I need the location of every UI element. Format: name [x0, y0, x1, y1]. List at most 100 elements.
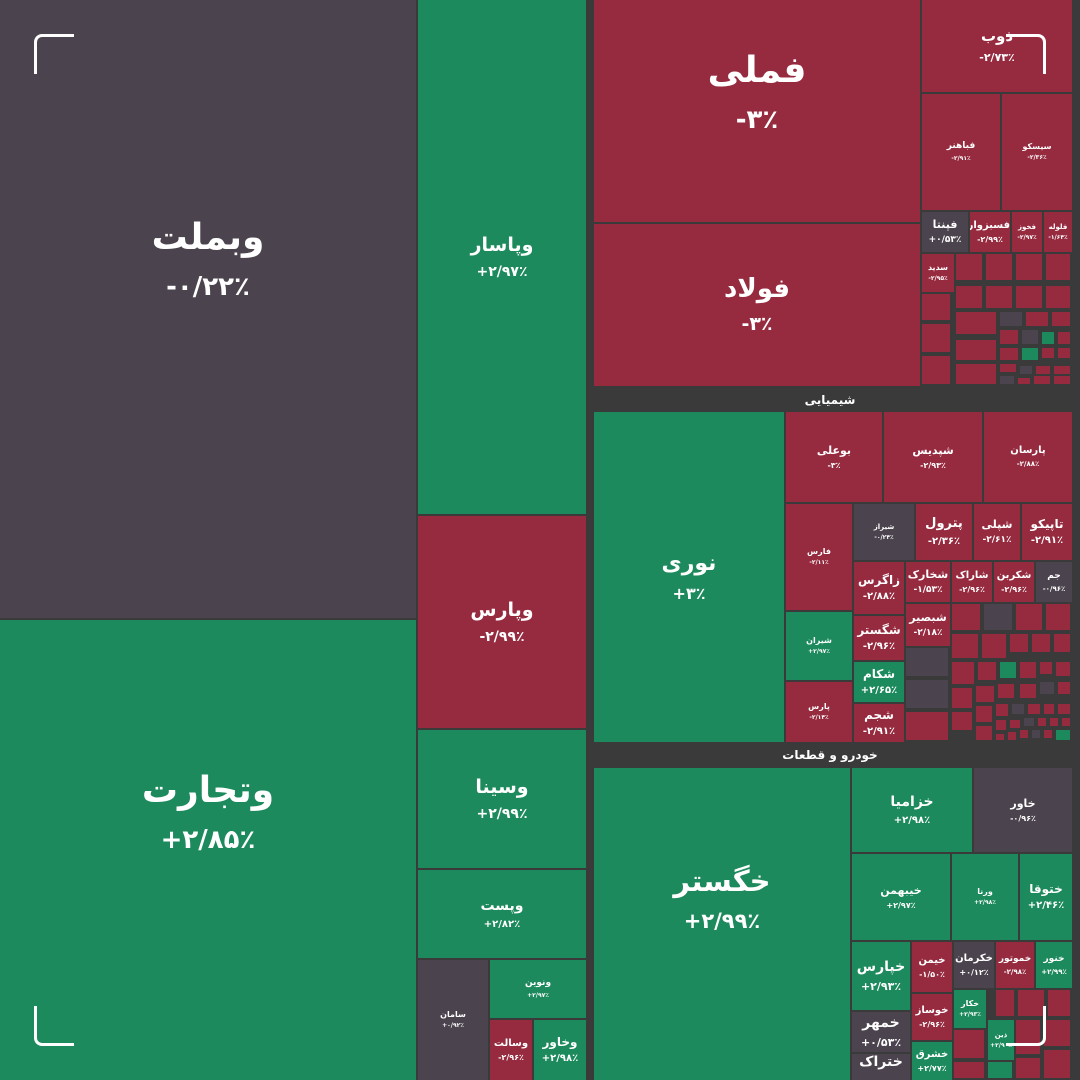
- treemap-tile-khekar[interactable]: خکار +۲/۹۳٪: [954, 990, 986, 1028]
- filler-tile: [1046, 286, 1070, 308]
- filler-tile: [986, 286, 1012, 308]
- treemap-tile-jam[interactable]: جم -۰/۹۶٪: [1036, 562, 1072, 602]
- treemap-tile-vrana[interactable]: ورنا +۲/۹۸٪: [952, 854, 1018, 940]
- treemap-tile-vbmellat[interactable]: وبملت -۰/۲۲٪: [0, 0, 416, 618]
- tile-symbol: خکرمان: [955, 953, 993, 964]
- treemap-tile-shejam[interactable]: شجم -۲/۹۱٪: [854, 704, 904, 742]
- filler-tile: [996, 734, 1004, 740]
- filler-tile: [1016, 1020, 1040, 1054]
- tile-symbol: خزامیا: [890, 794, 934, 810]
- treemap-tile-buali[interactable]: بوعلی -۳٪: [786, 412, 882, 502]
- tile-change: +۲/۹۸٪: [893, 815, 931, 826]
- treemap-tile-fameli[interactable]: فملی -۳٪: [594, 0, 920, 222]
- treemap-tile-khesharq[interactable]: خشرق +۲/۷۷٪: [912, 1042, 952, 1080]
- filler-tile: [922, 324, 950, 352]
- treemap-tile-khetrak[interactable]: ختراک: [852, 1054, 910, 1080]
- tile-symbol: خگستر: [673, 864, 771, 898]
- treemap-tile-petrol[interactable]: پترول -۲/۳۶٪: [916, 504, 972, 560]
- treemap-tile-khenor[interactable]: خنور +۲/۹۹٪: [1036, 942, 1072, 988]
- tile-symbol: خیبهمن: [880, 884, 922, 897]
- treemap-tile-vnovin[interactable]: ونوین +۲/۹۷٪: [490, 960, 586, 1018]
- treemap-tile-shekarbon[interactable]: شکربن -۲/۹۶٪: [994, 562, 1034, 602]
- tile-change: -۲/۹۶٪: [862, 641, 896, 652]
- tile-change: -۲/۶۱٪: [982, 535, 1012, 545]
- treemap-tile-shiran[interactable]: شیران +۲/۹۷٪: [786, 612, 852, 680]
- treemap-tile-vtejarat[interactable]: وتجارت +۲/۸۵٪: [0, 620, 416, 1080]
- filler-tile: [986, 254, 1012, 280]
- treemap-tile-fars[interactable]: فارس -۲/۱۱٪: [786, 504, 852, 610]
- treemap-tile-shepdis[interactable]: شپدیس -۲/۹۳٪: [884, 412, 982, 502]
- treemap-tile-parsan[interactable]: پارسان -۲/۸۸٪: [984, 412, 1072, 502]
- treemap-tile-fekhooz[interactable]: فخوز -۲/۹۷٪: [1012, 212, 1042, 252]
- tile-change: -۲/۹۶٪: [919, 1020, 945, 1029]
- treemap-tile-shekam[interactable]: شکام +۲/۶۵٪: [854, 662, 904, 702]
- tile-symbol: پارسان: [1010, 445, 1046, 456]
- tile-symbol: فسبزوار: [970, 220, 1010, 231]
- tile-symbol: سامان: [440, 1010, 466, 1019]
- tile-symbol: پارس: [808, 702, 830, 711]
- filler-tile: [952, 712, 972, 730]
- treemap-tile-feloole[interactable]: فلوله -۱/۶۴٪: [1044, 212, 1072, 252]
- tile-symbol: شیران: [806, 636, 832, 645]
- treemap-tile-vpars[interactable]: وپارس -۲/۹۹٪: [418, 516, 586, 728]
- tile-change: +۲/۸۲٪: [483, 919, 521, 930]
- treemap-tile-fenta[interactable]: فپنتا +۰/۵۳٪: [922, 212, 968, 252]
- treemap-tile-sheli[interactable]: شپلی -۲/۶۱٪: [974, 504, 1020, 560]
- treemap-tile-khosaz[interactable]: خوساز -۲/۹۶٪: [912, 994, 952, 1040]
- treemap-tile-kheibahman[interactable]: خیبهمن +۲/۹۷٪: [852, 854, 950, 940]
- treemap-tile-khekerman[interactable]: خکرمان +۰/۱۲٪: [954, 942, 994, 988]
- filler-tile: [1020, 730, 1028, 738]
- tile-symbol: شبصیر: [909, 611, 947, 624]
- filler-tile: [1044, 1050, 1070, 1078]
- treemap-tile-khazamia[interactable]: خزامیا +۲/۹۸٪: [852, 768, 972, 852]
- treemap-tile-khetoga[interactable]: ختوقا +۲/۴۶٪: [1020, 854, 1072, 940]
- filler-tile: [1016, 286, 1042, 308]
- treemap-tile-khemootor[interactable]: خموتور -۲/۹۸٪: [996, 942, 1034, 988]
- filler-tile: [1008, 732, 1016, 740]
- tile-change: -۲/۷۳٪: [979, 51, 1015, 64]
- treemap-tile-zob[interactable]: ذوب -۲/۷۳٪: [922, 0, 1072, 92]
- treemap-tile-fabahonar[interactable]: فباهنر -۲/۹۱٪: [922, 94, 1000, 210]
- tile-change: +۲/۹۳٪: [860, 980, 902, 993]
- filler-tile: [1058, 332, 1070, 344]
- filler-tile: [1040, 662, 1052, 674]
- treemap-tile-vpost[interactable]: وپست +۲/۸۲٪: [418, 870, 586, 958]
- treemap-tile-shebesbir[interactable]: شبصیر -۲/۱۸٪: [906, 604, 950, 646]
- treemap-tile-vsalat[interactable]: وسالت -۲/۹۶٪: [490, 1020, 532, 1080]
- tile-change: -۳٪: [827, 461, 841, 470]
- treemap-tile-khavar[interactable]: خاور -۰/۹۶٪: [974, 768, 1072, 852]
- treemap-tile-shiraz[interactable]: شیراز -۰/۲۴٪: [854, 504, 914, 560]
- tile-change: -۲/۱۸٪: [913, 628, 943, 638]
- treemap-tile-fesabzevar[interactable]: فسبزوار -۲/۹۹٪: [970, 212, 1010, 252]
- filler-tile: [956, 286, 982, 308]
- treemap-tile-noori[interactable]: نوری +۳٪: [594, 412, 784, 742]
- tile-symbol: شجم: [864, 708, 894, 722]
- tile-symbol: خیمن: [918, 955, 946, 966]
- treemap-tile-zagros[interactable]: زاگرس -۲/۸۸٪: [854, 562, 904, 614]
- tile-change: +۲/۹۸٪: [541, 1053, 579, 1064]
- tile-symbol: خپارس: [856, 959, 906, 975]
- treemap-tile-shegostar[interactable]: شگستر -۲/۹۶٪: [854, 616, 904, 660]
- tile-symbol: فباهنر: [946, 141, 976, 151]
- filler-tile: [1036, 366, 1050, 374]
- treemap-tile-foolad[interactable]: فولاد -۳٪: [594, 224, 920, 386]
- filler-tile: [906, 680, 948, 708]
- treemap-tile-vpasar[interactable]: وپاسار +۲/۹۷٪: [418, 0, 586, 514]
- filler-tile: [976, 706, 992, 722]
- tile-symbol: وسالت: [493, 1038, 529, 1049]
- treemap-tile-khegostar[interactable]: خگستر +۲/۹۹٪: [594, 768, 850, 1080]
- treemap-tile-vkhavar[interactable]: وخاور +۲/۹۸٪: [534, 1020, 586, 1080]
- treemap-tile-saman[interactable]: سامان +۰/۹۲٪: [418, 960, 488, 1080]
- treemap-tile-tapiko[interactable]: تاپیکو -۲/۹۱٪: [1022, 504, 1072, 560]
- treemap-tile-pars[interactable]: پارس -۲/۱۴٪: [786, 682, 852, 742]
- treemap-tile-sharak[interactable]: شاراک -۲/۹۶٪: [952, 562, 992, 602]
- treemap-tile-khomehr[interactable]: خمهر +۰/۵۳٪: [852, 1012, 910, 1052]
- treemap-tile-vsina[interactable]: وسینا +۲/۹۹٪: [418, 730, 586, 868]
- treemap-tile-kheimen[interactable]: خیمن -۱/۵۰٪: [912, 942, 952, 992]
- treemap-tile-khepars[interactable]: خپارس +۲/۹۳٪: [852, 942, 910, 1010]
- treemap-tile-sadid[interactable]: سدید -۲/۹۵٪: [922, 254, 954, 292]
- treemap-tile-siskou[interactable]: سیسکو -۲/۳۶٪: [1002, 94, 1072, 210]
- tile-symbol: وتجارت: [141, 770, 275, 811]
- treemap-tile-shekharak[interactable]: شخارک -۱/۵۳٪: [906, 562, 950, 602]
- filler-tile: [954, 1030, 984, 1058]
